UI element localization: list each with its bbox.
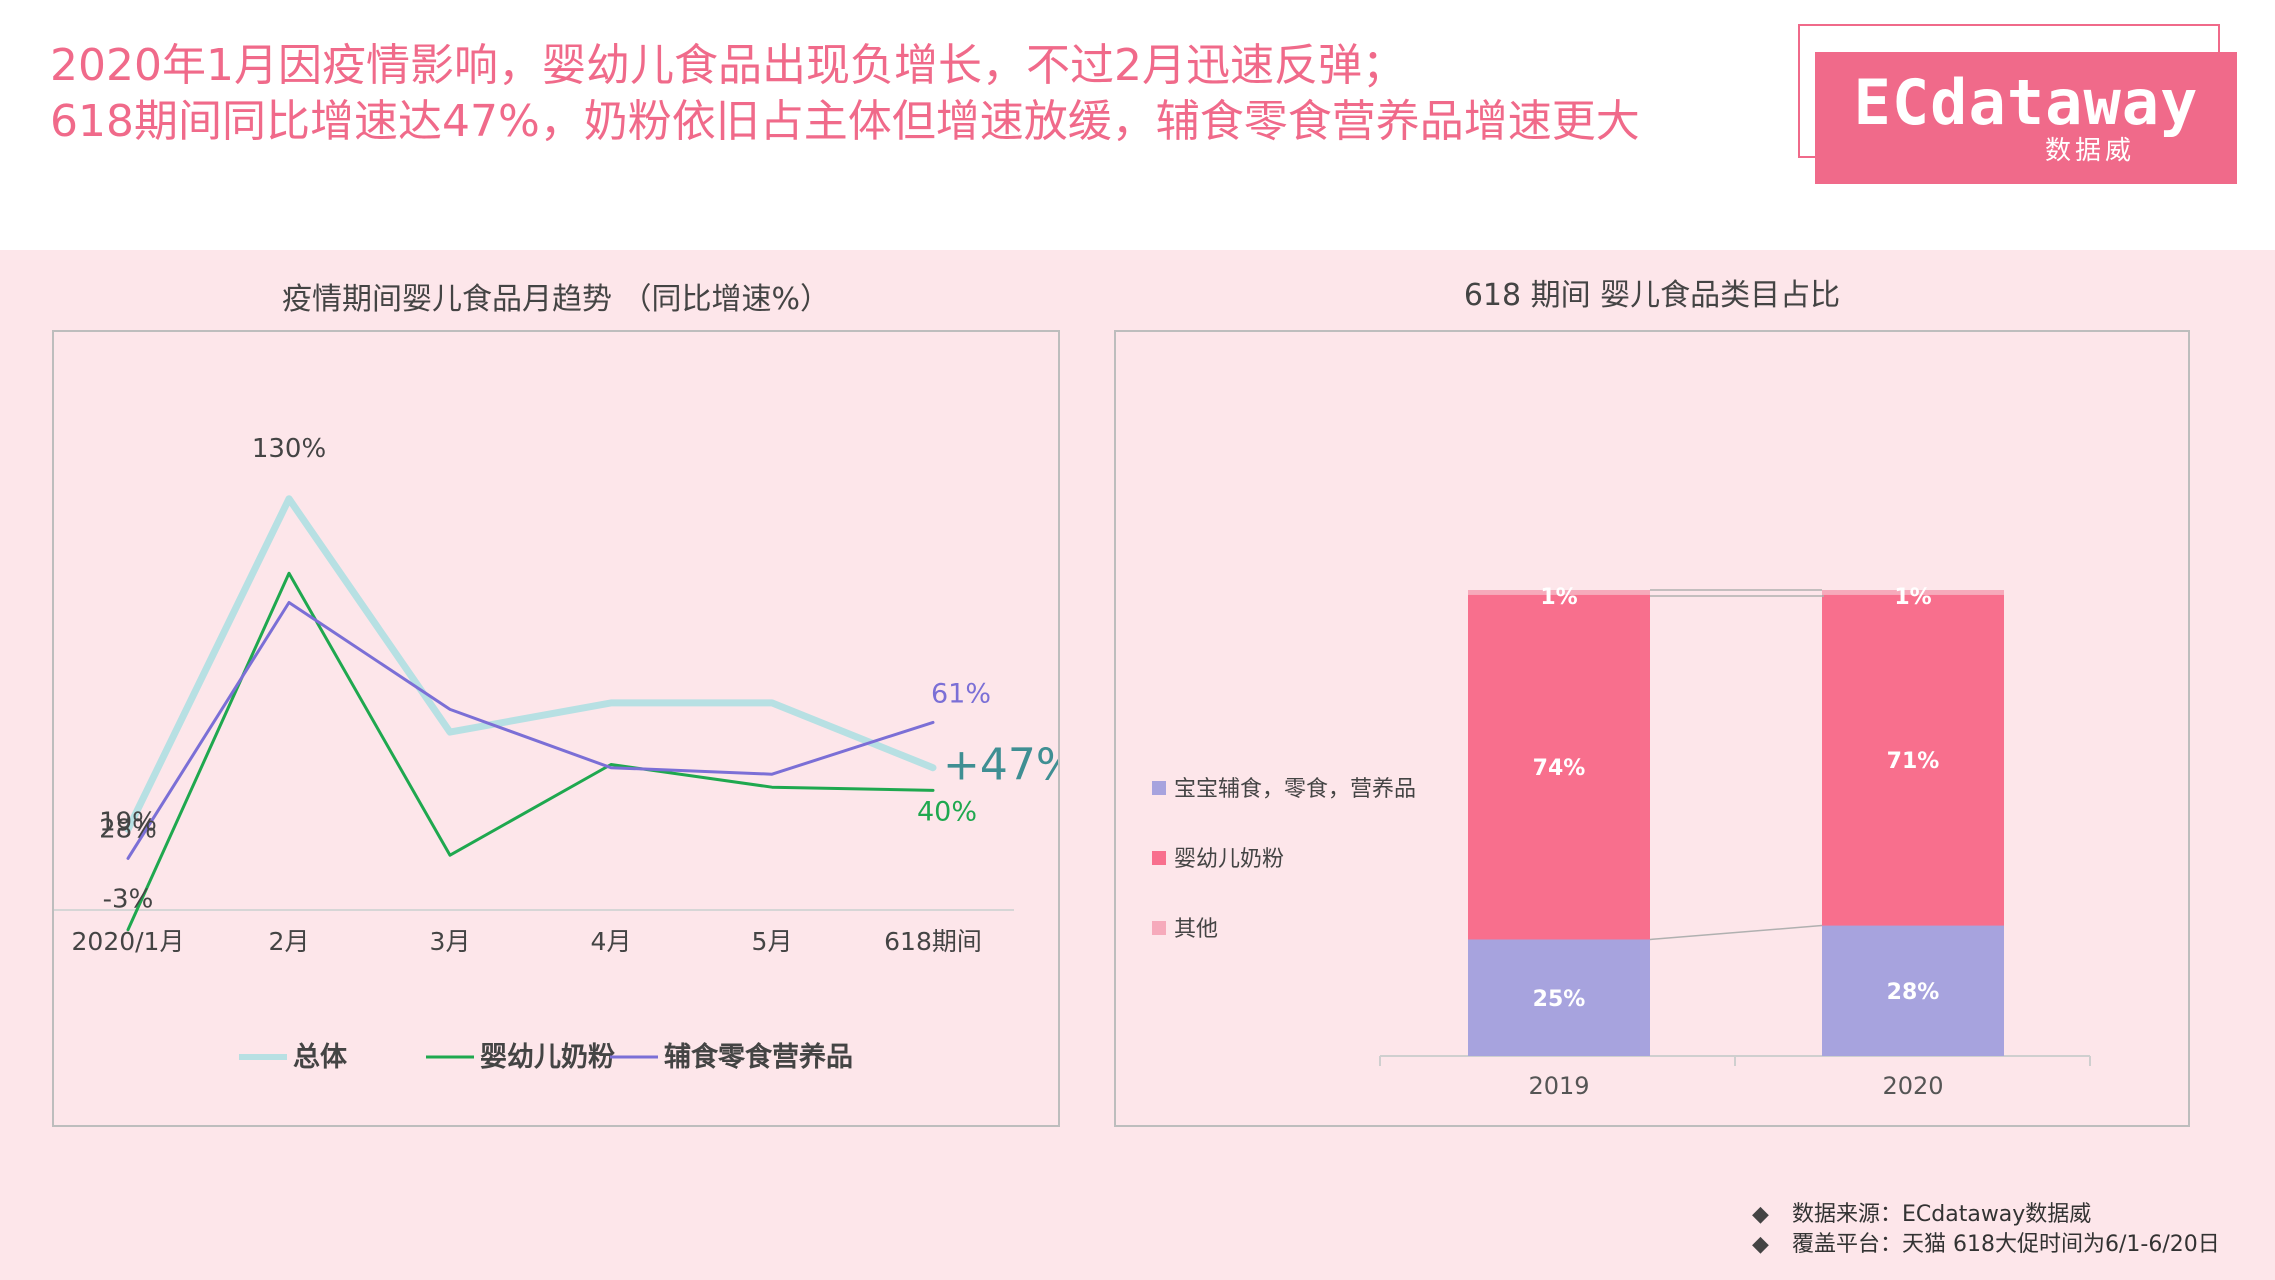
legend-label-milk: 婴幼儿奶粉 bbox=[480, 1042, 615, 1073]
connector-line bbox=[1649, 924, 1823, 941]
bar-segment-food bbox=[1822, 925, 2004, 1056]
footer-source-text: 数据来源：ECdataway数据威 bbox=[1792, 1202, 2092, 1227]
x-tick-label: 3月 bbox=[430, 927, 471, 956]
series-line-milk bbox=[126, 571, 935, 932]
x-tick-label: 2019 bbox=[1528, 1072, 1589, 1100]
line-chart-title: 疫情期间婴儿食品月趋势 （同比增速%） bbox=[281, 282, 831, 317]
series-line-total bbox=[124, 495, 937, 833]
headline-line-1: 2020年1月因疫情影响，婴幼儿食品出现负增长，不过2月迅速反弹； bbox=[50, 40, 1406, 91]
x-tick-label: 2020/1月 bbox=[72, 927, 185, 956]
legend-label-food: 宝宝辅食，零食，营养品 bbox=[1174, 777, 1416, 802]
data-label: 19% bbox=[99, 807, 157, 837]
bar-segment-other bbox=[1468, 590, 1650, 595]
legend-label-other: 其他 bbox=[1174, 917, 1218, 942]
header: 2020年1月因疫情影响，婴幼儿食品出现负增长，不过2月迅速反弹； 618期间同… bbox=[0, 0, 2275, 250]
x-tick-label: 4月 bbox=[591, 927, 632, 956]
legend-swatch-milk bbox=[1152, 851, 1166, 865]
line-chart-panel: 2020/1月 2月 3月 4月 5月 618期间 130% 28%19% -3% 61% +47%… bbox=[52, 330, 1078, 1127]
data-label: 40% bbox=[917, 796, 977, 827]
series-line-food bbox=[126, 601, 935, 860]
bar-segment-milk bbox=[1822, 594, 2004, 926]
bullet-icon: ◆ bbox=[1752, 1232, 1769, 1257]
footer-platform-text: 覆盖平台：天猫 618大促时间为6/1-6/20日 bbox=[1792, 1232, 2220, 1257]
x-tick-label: 618期间 bbox=[884, 927, 982, 956]
headline-line-2: 618期间同比增速达47%，奶粉依旧占主体但增速放缓，辅食零食营养品增速更大 bbox=[50, 96, 1640, 147]
data-label: 25% bbox=[1533, 987, 1586, 1012]
data-label: 28% bbox=[1887, 980, 1940, 1005]
bullet-icon: ◆ bbox=[1752, 1202, 1769, 1227]
legend-label-food: 辅食零食营养品 bbox=[664, 1041, 853, 1073]
data-label: 1% bbox=[1894, 585, 1931, 610]
bar-segment-other bbox=[1822, 590, 2004, 595]
headline: 2020年1月因疫情影响，婴幼儿食品出现负增长，不过2月迅速反弹； 618期间同… bbox=[50, 38, 1770, 150]
legend-label-milk: 婴幼儿奶粉 bbox=[1174, 847, 1284, 872]
data-label: 1% bbox=[1540, 585, 1577, 610]
data-label: 61% bbox=[931, 678, 991, 709]
footer-platform: ◆ 覆盖平台：天猫 618大促时间为6/1-6/20日 bbox=[1752, 1230, 2220, 1260]
logo-main-text: ECdataway bbox=[1853, 66, 2199, 139]
bar-chart-title: 618 期间 婴儿食品类目占比 bbox=[1463, 278, 1841, 313]
x-tick-label: 2月 bbox=[269, 927, 310, 956]
x-tick-label: 2020 bbox=[1882, 1072, 1943, 1100]
legend-swatch-other bbox=[1152, 921, 1166, 935]
data-label: 28% bbox=[99, 814, 157, 844]
footer-source: ◆ 数据来源：ECdataway数据威 bbox=[1752, 1200, 2220, 1230]
bar-segment-food bbox=[1468, 939, 1650, 1056]
legend-label-total: 总体 bbox=[293, 1042, 348, 1073]
data-label: 71% bbox=[1887, 749, 1940, 774]
logo: ECdataway 数据威 bbox=[1815, 52, 2237, 184]
x-tick-label: 5月 bbox=[752, 927, 793, 956]
bar-segment-milk bbox=[1468, 594, 1650, 940]
data-label: 130% bbox=[252, 434, 326, 464]
data-label: -3% bbox=[103, 885, 154, 915]
legend-swatch-food bbox=[1152, 781, 1166, 795]
logo-sub-text: 数据威 bbox=[2044, 136, 2135, 166]
line-chart: 2020/1月 2月 3月 4月 5月 618期间 130% 28%19% -3% 61% +47%… bbox=[54, 434, 1078, 1073]
data-label: 74% bbox=[1533, 756, 1586, 781]
data-label: +47% bbox=[943, 740, 1058, 791]
stacked-bar-chart: 2019 2020 25% 74% 1% 28% 71% 1% 宝宝辅食，零食，营养品婴幼儿奶粉… bbox=[1152, 585, 2091, 1100]
bar-chart-panel: 2019 2020 25% 74% 1% 28% 71% 1% 宝宝辅食，零食，营养品 婴幼儿奶粉… bbox=[1114, 330, 2190, 1127]
footer: ◆ 数据来源：ECdataway数据威 ◆ 覆盖平台：天猫 618大促时间为6/1-… bbox=[1752, 1200, 2220, 1260]
